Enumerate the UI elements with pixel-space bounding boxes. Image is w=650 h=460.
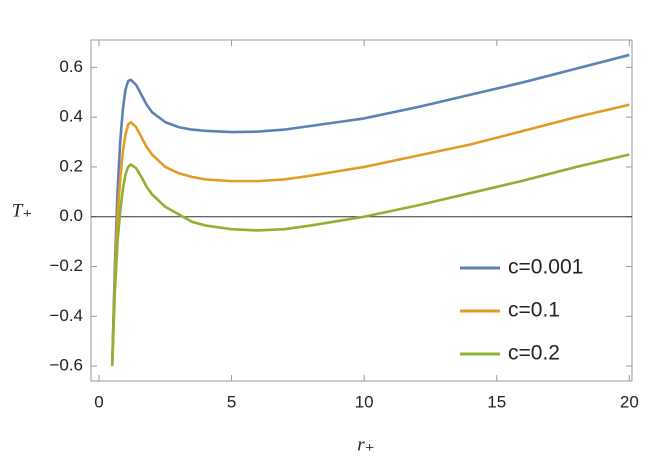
- x-tick-label: 10: [355, 392, 374, 411]
- y-axis-title: T₊: [12, 200, 33, 221]
- legend-text: c=0.1: [508, 299, 560, 322]
- legend-text: c=0.001: [508, 256, 583, 279]
- plot-frame: [90, 39, 633, 382]
- series-line: [110, 103, 630, 365]
- series-line: [110, 153, 630, 367]
- x-tick-label: 5: [227, 392, 236, 411]
- y-tick-label: 0.0: [59, 206, 83, 225]
- x-axis-title: r₊: [357, 434, 374, 455]
- y-tick-label: 0.4: [59, 107, 83, 126]
- x-tick-label: 15: [487, 392, 506, 411]
- series-line: [110, 53, 630, 364]
- y-tick-label: 0.6: [59, 57, 83, 76]
- y-tick-label: −0.6: [49, 356, 83, 375]
- x-tick-label: 0: [94, 392, 103, 411]
- x-tick-label: 20: [620, 392, 639, 411]
- y-tick-label: 0.2: [59, 156, 83, 175]
- legend-text: c=0.2: [508, 342, 560, 365]
- y-tick-label: −0.2: [49, 256, 83, 275]
- y-tick-label: −0.4: [49, 306, 83, 325]
